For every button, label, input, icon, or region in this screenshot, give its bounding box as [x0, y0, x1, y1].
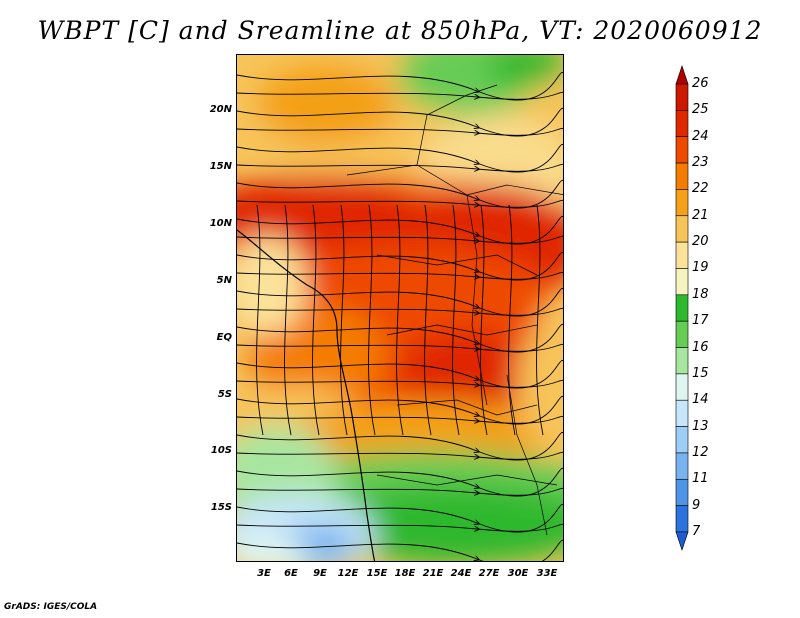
streamline: [340, 204, 348, 436]
colorbar-segment: [675, 320, 689, 348]
colorbar-segment: [675, 373, 689, 401]
colorbar-label: 24: [692, 128, 709, 144]
streamline: [237, 271, 563, 279]
streamline: [237, 108, 563, 137]
colorbar-segment: [675, 347, 689, 375]
map-panel: [236, 54, 564, 562]
streamline: [237, 396, 563, 425]
lat-label: 15N: [209, 161, 232, 172]
streamline: [480, 204, 488, 436]
streamline: [237, 180, 563, 209]
map-field: [237, 55, 563, 561]
streamline: [237, 379, 563, 387]
colorbar-label: 11: [692, 471, 709, 487]
lon-label: 3E: [257, 568, 271, 579]
streamline: [237, 451, 563, 459]
colorbar-segment: [675, 110, 689, 138]
streamline: [237, 72, 563, 101]
lon-label: 18E: [394, 568, 416, 579]
lat-label: 5S: [217, 389, 232, 400]
colorbar-cap-bottom: [675, 531, 689, 551]
streamline: [237, 144, 563, 173]
streamline: [536, 204, 544, 436]
streamline: [237, 415, 563, 423]
streamline: [396, 204, 404, 436]
colorbar-label: 17: [692, 313, 709, 329]
streamline: [368, 204, 376, 436]
lon-label: 24E: [450, 568, 472, 579]
colorbar-segment: [675, 399, 689, 427]
streamline: [237, 252, 563, 281]
colorbar-segment: [675, 452, 689, 480]
streamline: [237, 163, 563, 171]
colorbar-label: 23: [692, 155, 709, 171]
colorbar-label: 16: [692, 339, 709, 355]
lon-label: 30E: [507, 568, 529, 579]
lon-label: 12E: [337, 568, 359, 579]
colorbar-segment: [675, 426, 689, 454]
streamline: [237, 91, 563, 99]
streamline: [237, 540, 563, 561]
streamline: [237, 199, 563, 207]
streamline: [452, 204, 460, 436]
colorbar-segment: [675, 268, 689, 296]
streamline: [284, 204, 292, 436]
colorbar-segment: [675, 162, 689, 190]
lon-label: 27E: [478, 568, 500, 579]
colorbar-label: 18: [692, 286, 709, 302]
streamline: [237, 324, 563, 353]
streamline: [237, 127, 563, 135]
colorbar-label: 21: [692, 207, 709, 223]
colorbar-label: 22: [692, 181, 709, 197]
lon-label: 33E: [536, 568, 558, 579]
lat-label: 10S: [210, 445, 232, 456]
streamline: [237, 360, 563, 389]
colorbar: [675, 65, 689, 551]
colorbar-label: 25: [692, 102, 709, 118]
colorbar-segment: [675, 478, 689, 506]
streamline: [237, 487, 563, 495]
credit-label: GrADS: IGES/COLA: [4, 602, 98, 612]
colorbar-segment: [675, 505, 689, 533]
lon-label: 9E: [313, 568, 327, 579]
streamline: [237, 504, 563, 533]
streamline: [312, 204, 320, 436]
colorbar-label: 13: [692, 418, 709, 434]
streamline: [237, 343, 563, 351]
colorbar-segment: [675, 83, 689, 111]
streamline: [508, 204, 516, 436]
colorbar-label: 14: [692, 392, 709, 408]
streamline: [237, 288, 563, 317]
lon-label: 15E: [366, 568, 388, 579]
streamline: [424, 204, 432, 436]
streamline: [237, 216, 563, 245]
colorbar-segment: [675, 241, 689, 269]
colorbar-segment: [675, 136, 689, 164]
lat-label: 10N: [209, 218, 232, 229]
streamline: [237, 307, 563, 315]
lat-label: 15S: [210, 502, 232, 513]
streamline: [256, 204, 264, 436]
lat-label: 5N: [216, 275, 232, 286]
colorbar-cap-top: [675, 65, 689, 85]
streamline: [237, 235, 563, 243]
colorbar-label: 26: [692, 76, 709, 91]
chart-title: WBPT [C] and Sreamline at 850hPa, VT: 20…: [37, 16, 763, 45]
colorbar-label: 12: [692, 444, 709, 460]
streamline: [237, 468, 563, 497]
colorbar-label: 20: [692, 234, 709, 250]
colorbar-segment: [675, 189, 689, 217]
colorbar-segment: [675, 294, 689, 322]
colorbar-label: 15: [692, 365, 709, 381]
streamline: [237, 432, 563, 461]
colorbar-label: 9: [692, 497, 701, 513]
lat-label: EQ: [216, 332, 232, 343]
lon-label: 21E: [422, 568, 444, 579]
colorbar-label: 19: [692, 260, 709, 276]
colorbar-label: 7: [692, 524, 701, 539]
lon-label: 6E: [284, 568, 298, 579]
lat-label: 20N: [209, 104, 232, 115]
colorbar-segment: [675, 215, 689, 243]
streamline: [237, 523, 563, 531]
